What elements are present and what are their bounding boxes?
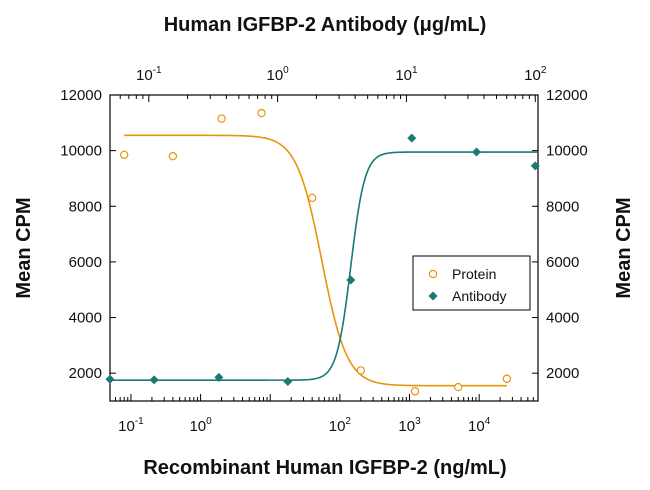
y-tick-label-left: 12000 [60, 87, 102, 104]
y-axis-label-right: Mean CPM [613, 197, 635, 298]
plot-frame [109, 94, 539, 402]
fit-curve-protein [124, 134, 507, 387]
chart-title: Human IGFBP-2 Antibody (μg/mL) [164, 14, 487, 36]
y-tick-label-left: 6000 [69, 254, 102, 271]
data-point-antibody [530, 161, 540, 171]
x-tick-label-bottom: 102 [329, 416, 352, 435]
x-tick-label-top: 101 [395, 65, 418, 84]
data-point-protein [356, 366, 366, 375]
x-tick-label-top: 100 [266, 65, 289, 84]
x-tick-label-top: 102 [524, 65, 547, 84]
y-tick-label-right: 2000 [546, 365, 579, 382]
y-tick-label-left: 8000 [69, 198, 102, 215]
plot-area [105, 94, 540, 402]
y-axis-label-left: Mean CPM [13, 197, 35, 298]
x-axis-label: Recombinant Human IGFBP-2 (ng/mL) [143, 457, 506, 479]
x-tick-label-top: 10-1 [136, 65, 162, 84]
data-point-antibody [214, 372, 224, 382]
bottom-axis-tick-labels: 10-1 100 102 103 104 [118, 416, 491, 435]
data-point-antibody [105, 374, 115, 384]
y-tick-label-left: 4000 [69, 310, 102, 327]
fit-curve-antibody [110, 151, 538, 381]
x-tick-label-bottom: 104 [468, 416, 491, 435]
left-y-axis-tick-labels: 2000 4000 6000 8000 10000 12000 [60, 87, 102, 382]
data-point-antibody [346, 275, 356, 285]
legend-marker-protein [428, 269, 438, 279]
legend-label-protein: Protein [452, 266, 496, 282]
data-point-protein [410, 387, 420, 396]
data-point-antibody [472, 147, 482, 157]
y-tick-label-right: 4000 [546, 310, 579, 327]
y-tick-label-right: 6000 [546, 254, 579, 271]
data-point-protein [453, 382, 463, 392]
x-tick-label-bottom: 103 [398, 416, 421, 435]
data-point-protein [257, 108, 266, 118]
x-tick-label-bottom: 100 [189, 416, 212, 435]
y-tick-label-left: 10000 [60, 143, 102, 160]
data-point-protein [120, 150, 129, 160]
legend: Protein Antibody [412, 255, 531, 311]
legend-marker-antibody [428, 291, 438, 301]
legend-frame [412, 255, 531, 311]
data-point-protein [307, 193, 317, 203]
y-tick-label-left: 2000 [69, 365, 102, 382]
right-y-axis-tick-labels: 2000 4000 6000 8000 10000 12000 [546, 87, 588, 382]
x-tick-label-bottom: 10-1 [118, 416, 144, 435]
data-point-protein [217, 114, 226, 123]
data-point-protein [502, 374, 512, 383]
y-tick-label-right: 8000 [546, 198, 579, 215]
data-point-antibody [407, 133, 417, 143]
data-point-protein [168, 151, 178, 161]
data-point-antibody [149, 375, 159, 385]
top-axis-tick-labels: 10-1 100 101 102 [136, 65, 547, 84]
legend-label-antibody: Antibody [452, 288, 506, 304]
y-tick-label-right: 12000 [546, 87, 588, 104]
y-tick-label-right: 10000 [546, 143, 588, 160]
data-point-antibody [283, 377, 293, 387]
